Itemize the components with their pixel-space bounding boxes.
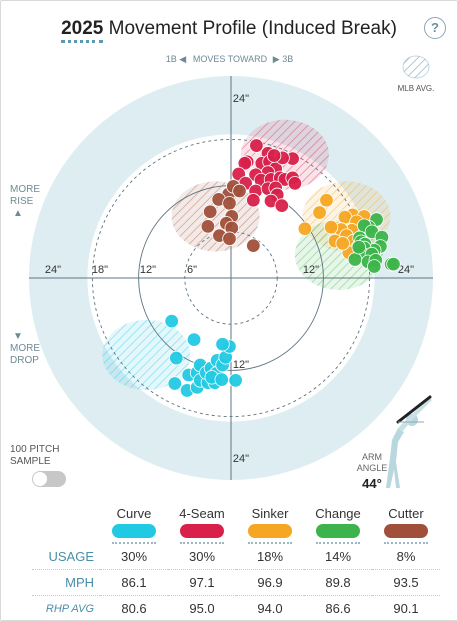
toggle-knob <box>33 472 47 486</box>
pitch-stats-table: Curve 4-Seam Sinker Change Cutter USAGE … <box>32 502 440 621</box>
tick-below: 12" <box>233 359 249 371</box>
mph-4seam: 97.1 <box>168 569 236 596</box>
point-cutter-12 <box>246 238 261 253</box>
point-cutter-4 <box>232 183 247 199</box>
point-curve-3 <box>167 376 182 391</box>
more-rise-line1: MORE <box>10 184 40 195</box>
arm-angle-line1: ARM <box>362 452 382 462</box>
point-sinker-15 <box>335 236 350 251</box>
point-sinker-16 <box>297 221 313 236</box>
rhp-sinker: 94.0 <box>257 601 283 616</box>
help-icon[interactable]: ? <box>424 17 446 39</box>
tick-left-2: 12" <box>140 264 156 276</box>
point-4-seam-0 <box>249 138 264 153</box>
point-sinker-17 <box>312 205 327 220</box>
point-cutter-11 <box>222 231 237 246</box>
row-label-usage: USAGE <box>32 544 100 570</box>
pitch-name-sinker: Sinker <box>251 505 289 521</box>
more-drop-line1: MORE <box>10 343 40 354</box>
sample-toggle[interactable] <box>32 471 66 487</box>
pill-sinker[interactable] <box>248 524 292 538</box>
tick-right-0: 12" <box>303 264 319 276</box>
tick-top: 24" <box>233 93 249 105</box>
mlb-avg-hatch-curve <box>102 320 191 390</box>
tick-left-3: 6" <box>187 264 197 276</box>
point-4-seam-15 <box>287 176 303 191</box>
usage-cutter: 8% <box>372 544 440 570</box>
title-text: Movement Profile (Induced Break) <box>108 18 397 39</box>
tick-bottom: 24" <box>233 453 249 465</box>
point-cutter-3 <box>222 196 237 211</box>
more-drop-line2: DROP <box>10 355 39 366</box>
more-drop-label: ▼ MORE DROP <box>10 331 40 367</box>
mph-change: 89.8 <box>304 569 372 596</box>
mlb-avg-label: MLB AVG. <box>398 84 435 93</box>
usage-4seam: 30% <box>168 544 236 570</box>
point-curve-17 <box>214 372 229 387</box>
mph-cutter: 93.5 <box>372 569 440 596</box>
arm-angle-line <box>396 395 432 424</box>
tick-left-0: 24" <box>45 264 61 276</box>
point-curve-22 <box>186 332 202 347</box>
more-rise-label: MORE RISE ▲ <box>10 184 40 220</box>
sample-line2: SAMPLE <box>10 456 51 467</box>
point-4-seam-18 <box>266 148 282 163</box>
point-curve-21 <box>228 373 243 388</box>
point-change-13 <box>347 252 363 267</box>
pitch-name-change: Change <box>315 505 361 521</box>
usage-curve: 30% <box>100 544 168 570</box>
point-curve-20 <box>215 337 230 352</box>
point-cutter-8 <box>200 219 216 234</box>
point-sinker-0 <box>319 193 334 208</box>
sample-line1: 100 PITCH <box>10 444 60 455</box>
pitcher-figure <box>386 395 432 488</box>
pitch-name-curve: Curve <box>116 505 152 521</box>
tick-left-1: 18" <box>92 264 108 276</box>
more-rise-line2: RISE <box>10 196 34 207</box>
sample-label: 100 PITCH SAMPLE <box>10 444 59 468</box>
usage-change: 14% <box>304 544 372 570</box>
point-4-seam-8 <box>237 156 253 171</box>
pitcher-body <box>386 428 404 488</box>
point-curve-1 <box>169 350 184 366</box>
pill-cutter[interactable] <box>384 524 428 538</box>
mlb-avg-legend-hatch <box>403 56 429 78</box>
point-cutter-5 <box>203 204 218 219</box>
mph-sinker: 96.9 <box>236 569 304 596</box>
usage-sinker: 18% <box>236 544 304 570</box>
point-change-18 <box>367 259 382 274</box>
pill-change[interactable] <box>316 524 360 538</box>
arm-angle-value: 44° <box>362 476 382 491</box>
title-year: 2025 <box>61 18 104 43</box>
tick-right-1: 24" <box>398 264 414 276</box>
rhp-curve: 80.6 <box>121 601 147 616</box>
mph-curve: 86.1 <box>100 569 168 596</box>
point-4-seam-25 <box>274 198 290 213</box>
row-label-rhp-avg: RHP AVG <box>45 602 94 615</box>
arm-angle-line2: ANGLE <box>356 463 388 473</box>
point-change-19 <box>386 256 401 272</box>
direction-left: 1B ◀ <box>166 54 187 64</box>
point-sinker-10 <box>323 219 339 235</box>
rhp-change: 86.6 <box>325 601 351 616</box>
arm-angle-label: ARM ANGLE <box>352 452 392 474</box>
down-arrow-icon: ▼ <box>13 331 23 342</box>
rhp-cutter: 90.1 <box>393 601 419 616</box>
row-label-mph: MPH <box>32 569 100 596</box>
direction-middle: MOVES TOWARD <box>193 54 268 64</box>
chart-title: 2025 Movement Profile (Induced Break) <box>0 18 458 43</box>
point-4-seam-26 <box>246 193 261 208</box>
point-change-17 <box>351 239 367 255</box>
point-curve-0 <box>164 313 179 329</box>
direction-right: ▶ 3B <box>273 54 293 64</box>
pill-curve[interactable] <box>112 524 156 538</box>
pitch-name-4seam: 4-Seam <box>179 505 225 521</box>
up-arrow-icon: ▲ <box>13 208 23 219</box>
pill-4seam[interactable] <box>180 524 224 538</box>
rhp-4seam: 95.0 <box>189 601 215 616</box>
pitch-name-cutter: Cutter <box>388 505 424 521</box>
pitcher-arm <box>398 398 432 432</box>
